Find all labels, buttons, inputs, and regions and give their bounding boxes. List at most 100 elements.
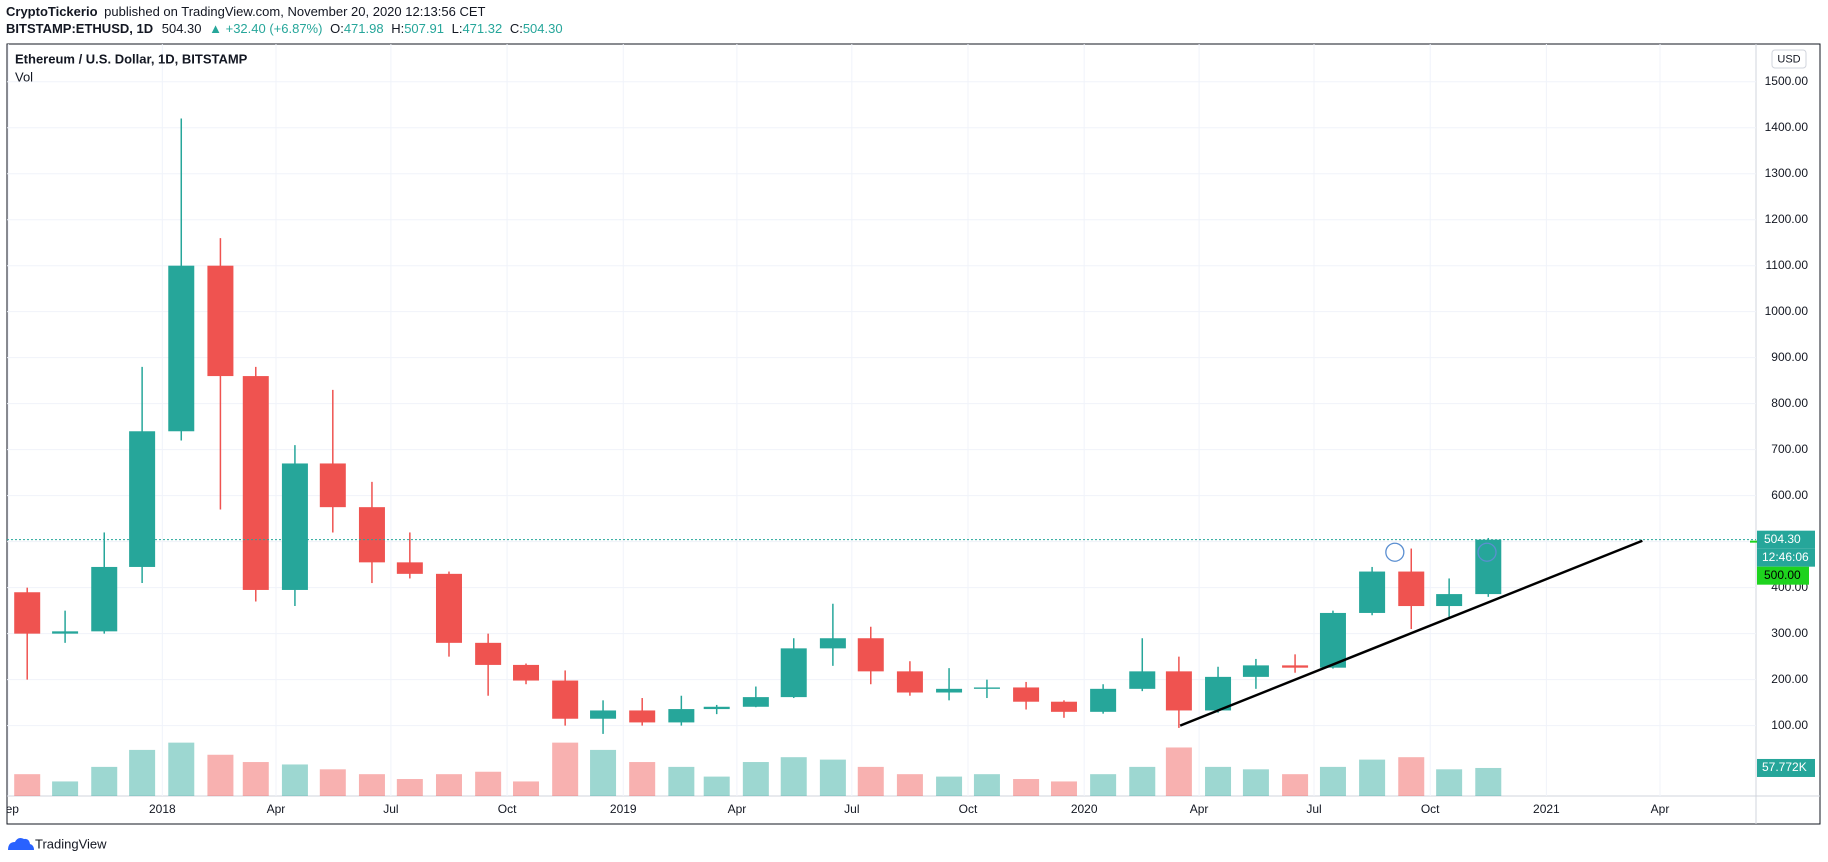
volume-pane [14, 742, 1502, 796]
volume-bar [1436, 769, 1463, 796]
volume-bar [1282, 774, 1309, 796]
y-tick-label: 1000.00 [1765, 304, 1809, 318]
change: ▲ +32.40 (+6.87%) [209, 21, 322, 36]
countdown-box [1757, 548, 1815, 567]
volume-bar [207, 754, 234, 796]
x-tick-label: Apr [267, 802, 286, 816]
candle-body [242, 376, 269, 590]
y-tick-label: 1300.00 [1765, 166, 1809, 180]
candle-body [1013, 687, 1040, 702]
y-tick-label: 1200.00 [1765, 212, 1809, 226]
y-tick-label: 700.00 [1771, 442, 1808, 456]
volume-bar [1359, 759, 1386, 796]
volume-bar [1090, 774, 1117, 796]
price-pane [7, 118, 1756, 734]
candle-body [1398, 571, 1425, 607]
volume-title: Vol [15, 69, 33, 84]
header-line: CryptoTickerio published on TradingView.… [6, 4, 486, 19]
candle-body [475, 642, 502, 665]
volume-bar [1205, 766, 1232, 796]
volume-bar [973, 774, 1000, 796]
symbol-line: BITSTAMP:ETHUSD, 1D 504.30 ▲ +32.40 (+6.… [6, 21, 563, 36]
volume-bar [14, 774, 41, 796]
volume-bar [358, 774, 385, 796]
volume-bar [242, 762, 269, 796]
volume-bar [742, 762, 769, 796]
volume-bar [1165, 747, 1192, 796]
candle-body [1475, 539, 1502, 595]
axes: 100.00200.00300.00400.00500.00600.00700.… [0, 74, 1815, 816]
currency-button[interactable] [1771, 49, 1807, 69]
chart-frame [6, 43, 1821, 825]
last-price-box [1757, 530, 1815, 549]
candle-body [14, 592, 41, 634]
ohlc-value: 471.32 [462, 21, 502, 36]
candle-body [281, 463, 308, 590]
logo [8, 838, 34, 850]
x-tick-label: Oct [959, 802, 978, 816]
horizontal-line-label: 500.00 [1764, 568, 1801, 582]
volume-bar [780, 757, 807, 796]
candle-body [129, 431, 156, 567]
candle-body [896, 671, 923, 693]
candle-body [1090, 688, 1117, 712]
candle-body [319, 463, 346, 508]
author: CryptoTickerio [6, 4, 98, 19]
candle-body [1436, 594, 1463, 607]
ohlc-value: 504.30 [523, 21, 563, 36]
candle-body [590, 710, 617, 719]
symbol: BITSTAMP:ETHUSD, 1D [6, 21, 153, 36]
volume-bar [319, 769, 346, 796]
logo-icon [8, 838, 34, 850]
volume-label-box [1757, 758, 1815, 777]
candle-body [396, 562, 423, 574]
x-tick-label: Sep [0, 802, 19, 816]
candle-body [91, 566, 118, 632]
volume-bar [1319, 766, 1346, 796]
candle-body [1319, 612, 1346, 668]
trendline [1179, 539, 1643, 727]
candle-body [780, 648, 807, 698]
candle-body [513, 664, 540, 681]
candle-body [936, 688, 963, 693]
y-tick-label: 1100.00 [1766, 258, 1809, 272]
candle-body [1282, 665, 1309, 668]
y-tick-label: 800.00 [1771, 396, 1808, 410]
y-tick-label: 300.00 [1771, 626, 1808, 640]
candle-body [1129, 671, 1156, 689]
ohlc-label: C: [510, 21, 523, 36]
annotation-circle [1477, 542, 1497, 562]
countdown: 12:46:06 [1762, 550, 1809, 564]
x-tick-label: Oct [498, 802, 517, 816]
ohlc-label: O: [330, 21, 344, 36]
x-tick-label: Apr [728, 802, 747, 816]
candle-body [168, 265, 195, 432]
ohlc-label: H: [391, 21, 404, 36]
volume-bar [703, 776, 730, 796]
volume-bar [1129, 766, 1156, 796]
volume-bar [857, 766, 884, 796]
x-tick-label: 2021 [1533, 802, 1560, 816]
legend-title: Ethereum / U.S. Dollar, 1D, BITSTAMP [15, 51, 248, 66]
volume-bar [668, 766, 695, 796]
candle-body [1205, 676, 1232, 711]
currency[interactable]: USD [1777, 53, 1800, 65]
volume-bar [129, 749, 156, 796]
candle-body [742, 697, 769, 707]
candle-body [857, 638, 884, 672]
volume-bar [819, 759, 846, 796]
volume-bar [896, 774, 923, 796]
ohlc-value: 471.98 [344, 21, 384, 36]
price: 504.30 [162, 21, 202, 36]
y-tick-label: 1400.00 [1765, 120, 1809, 134]
volume-bar [1050, 781, 1077, 796]
volume-bar [475, 771, 502, 796]
candle-body [973, 687, 1000, 689]
y-tick-label: 200.00 [1771, 672, 1808, 686]
volume-bar [590, 749, 617, 796]
volume-bar [629, 762, 656, 796]
candle-body [819, 638, 846, 649]
candle-body [435, 573, 462, 643]
x-tick-label: 2018 [149, 802, 176, 816]
